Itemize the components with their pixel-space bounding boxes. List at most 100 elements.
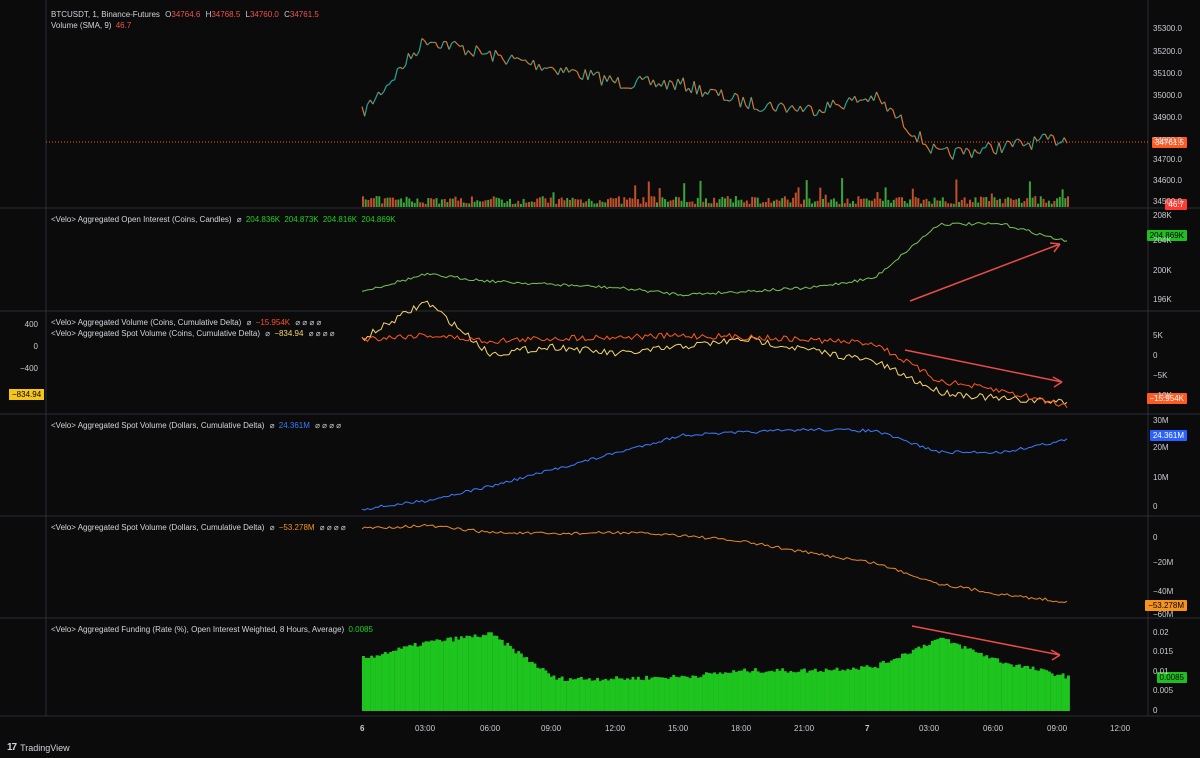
right-axis-label: −5K bbox=[1153, 371, 1168, 380]
price-candle bbox=[633, 79, 638, 87]
funding-bar bbox=[724, 672, 727, 711]
funding-bar bbox=[767, 671, 771, 711]
price-candle bbox=[410, 52, 415, 60]
volume-bar bbox=[710, 203, 713, 207]
price-candle bbox=[764, 103, 769, 110]
funding-bar bbox=[993, 658, 997, 711]
price-candle bbox=[1047, 134, 1052, 140]
volume-bar bbox=[822, 198, 824, 207]
volume-bar bbox=[585, 201, 588, 207]
volume-bar bbox=[519, 203, 522, 207]
funding-bar bbox=[789, 671, 793, 711]
funding-bar bbox=[1028, 669, 1032, 711]
tv-logo-icon: 17 bbox=[7, 742, 17, 753]
volume-bar bbox=[903, 201, 906, 207]
volume-bar bbox=[680, 200, 683, 207]
funding-bar bbox=[642, 680, 646, 711]
volume-bar bbox=[1034, 196, 1037, 207]
funding-bar bbox=[656, 677, 659, 711]
funding-bar bbox=[604, 678, 608, 711]
funding-bar bbox=[748, 672, 752, 711]
price-candle bbox=[778, 102, 782, 106]
funding-bar bbox=[770, 670, 774, 711]
price-candle bbox=[936, 147, 940, 150]
price-candle bbox=[660, 79, 665, 87]
volume-bar bbox=[411, 201, 413, 207]
price-candle bbox=[955, 146, 959, 150]
funding-bar bbox=[928, 644, 932, 711]
volume-bar bbox=[598, 200, 601, 207]
volume-bar bbox=[939, 200, 942, 207]
price-candle bbox=[837, 104, 842, 108]
open-value: 34764.6 bbox=[171, 10, 201, 19]
price-candle bbox=[576, 71, 581, 79]
funding-bar bbox=[909, 653, 912, 711]
price-candle bbox=[574, 69, 578, 73]
funding-bar bbox=[394, 650, 398, 711]
spot-usd1-legend: <Velo> Aggregated Spot Volume (Dollars, … bbox=[51, 420, 341, 431]
volume-bar bbox=[724, 198, 726, 207]
volume-bar bbox=[800, 203, 803, 207]
price-candle bbox=[1009, 141, 1014, 148]
price-candle bbox=[666, 80, 671, 90]
volume-bar bbox=[849, 203, 852, 207]
volume-bar bbox=[898, 197, 901, 207]
price-candle bbox=[467, 50, 472, 54]
funding-bar bbox=[440, 641, 444, 711]
volume-bar bbox=[729, 198, 732, 207]
volume-bar bbox=[816, 200, 819, 207]
price-candle bbox=[1039, 134, 1044, 140]
volume-bar bbox=[634, 185, 637, 207]
volume-bar bbox=[544, 198, 547, 207]
funding-bar bbox=[623, 679, 627, 711]
volume-bar bbox=[541, 196, 544, 207]
funding-bar bbox=[881, 660, 885, 711]
funding-bar bbox=[974, 652, 978, 711]
funding-bar bbox=[617, 678, 621, 711]
oi-value-h: 204.873K bbox=[284, 215, 319, 224]
funding-bar bbox=[805, 672, 809, 711]
funding-bar bbox=[1031, 666, 1035, 711]
right-axis-label: 208K bbox=[1153, 211, 1172, 220]
volume-bar bbox=[560, 197, 563, 207]
volume-bar bbox=[925, 198, 928, 207]
volume-bar bbox=[971, 202, 974, 207]
funding-bar bbox=[378, 655, 382, 711]
funding-bar bbox=[381, 654, 384, 711]
price-candle bbox=[552, 67, 556, 72]
left-axis-tag: −834.94 bbox=[9, 389, 45, 400]
price-candle bbox=[647, 76, 652, 86]
price-candle bbox=[546, 66, 551, 69]
funding-bar bbox=[1058, 674, 1062, 711]
funding-bar bbox=[759, 672, 763, 711]
funding-bar bbox=[653, 676, 657, 711]
volume-bar bbox=[920, 203, 922, 207]
volume-bar bbox=[740, 199, 743, 207]
spot-usd2-line bbox=[361, 523, 1068, 604]
price-candle bbox=[669, 79, 673, 83]
price-candle bbox=[614, 76, 619, 84]
price-candle bbox=[960, 147, 965, 155]
volume-bar bbox=[479, 201, 481, 207]
funding-bar bbox=[1050, 673, 1054, 711]
funding-bar bbox=[955, 643, 959, 711]
price-candle bbox=[884, 101, 888, 112]
vol-delta-value: −15.954K bbox=[255, 318, 291, 327]
price-candle bbox=[434, 42, 439, 48]
price-candle bbox=[535, 64, 540, 71]
funding-bar bbox=[383, 652, 387, 711]
spot-usd1-glyph: ⌀ bbox=[269, 421, 275, 430]
low-value: 34760.0 bbox=[249, 10, 279, 19]
volume-bar bbox=[481, 201, 484, 207]
volume-bar bbox=[773, 200, 775, 207]
volume-bar bbox=[1042, 198, 1045, 207]
time-axis-label: 21:00 bbox=[794, 724, 815, 733]
right-axis-label: 0.015 bbox=[1153, 647, 1174, 656]
brand[interactable]: 17 TradingView bbox=[7, 742, 70, 753]
right-axis-label: 10M bbox=[1153, 473, 1169, 482]
funding-bar bbox=[465, 635, 469, 711]
funding-bar bbox=[549, 676, 553, 711]
price-candle bbox=[405, 53, 409, 66]
